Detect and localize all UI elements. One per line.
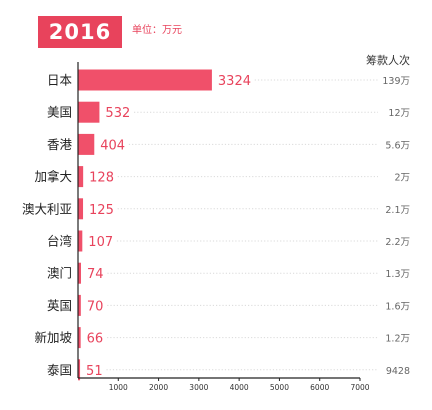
value-label: 70 — [87, 299, 104, 314]
category-label: 香港 — [47, 137, 73, 152]
bar — [78, 327, 81, 349]
value-label: 404 — [100, 138, 125, 153]
value-label: 74 — [87, 267, 104, 282]
bar — [78, 166, 84, 188]
value-label: 51 — [86, 364, 103, 379]
bar — [78, 359, 81, 381]
value-label: 107 — [88, 235, 113, 250]
donor-count-label: 5.6万 — [385, 140, 410, 151]
bars-layer — [78, 69, 212, 381]
category-label: 加拿大 — [34, 169, 72, 184]
donor-count-label: 1.3万 — [385, 269, 410, 280]
x-tick-label: 1000 — [109, 383, 128, 392]
value-label: 125 — [89, 203, 114, 218]
donor-column-title: 筹款人次 — [366, 53, 410, 67]
donor-count-label: 9428 — [386, 366, 410, 377]
value-label: 3324 — [218, 74, 251, 89]
category-label: 日本 — [47, 73, 73, 88]
donor-count-label: 139万 — [382, 76, 410, 87]
category-label: 澳大利亚 — [22, 201, 72, 216]
donor-count-label: 1.2万 — [385, 334, 410, 345]
category-label: 新加坡 — [34, 330, 72, 345]
x-tick-label: 2000 — [149, 383, 168, 392]
value-label: 66 — [87, 332, 104, 347]
bar — [78, 133, 95, 155]
donor-count-label: 2.1万 — [385, 205, 410, 216]
bar — [78, 198, 84, 220]
year-badge: 2016年 — [38, 16, 122, 76]
value-label: 532 — [105, 106, 130, 121]
donor-count-label: 2万 — [394, 173, 410, 184]
bar — [78, 101, 100, 123]
bar — [78, 262, 81, 284]
bar — [78, 294, 81, 316]
category-label: 英国 — [47, 298, 72, 313]
x-tick-label: 7000 — [350, 383, 369, 392]
value-label: 128 — [89, 171, 114, 186]
category-label: 澳门 — [47, 266, 72, 281]
donor-count-label: 1.6万 — [385, 301, 410, 312]
leader-dots-layer — [106, 79, 378, 371]
x-tick-label: 5000 — [270, 383, 289, 392]
unit-label: 单位：万元 — [132, 25, 182, 36]
x-tick-label: 4000 — [230, 383, 249, 392]
axis-layer: 1000 2000 3000 4000 5000 6000 7000 — [77, 62, 370, 392]
category-label: 泰国 — [47, 362, 72, 377]
donor-count-label: 12万 — [388, 108, 410, 119]
bar — [78, 230, 83, 252]
x-tick-label: 3000 — [189, 383, 208, 392]
donor-count-label: 2.2万 — [385, 237, 410, 248]
x-tick-label: 6000 — [310, 383, 329, 392]
category-label: 美国 — [47, 105, 72, 120]
bar — [78, 69, 212, 91]
category-label: 台湾 — [47, 234, 72, 249]
